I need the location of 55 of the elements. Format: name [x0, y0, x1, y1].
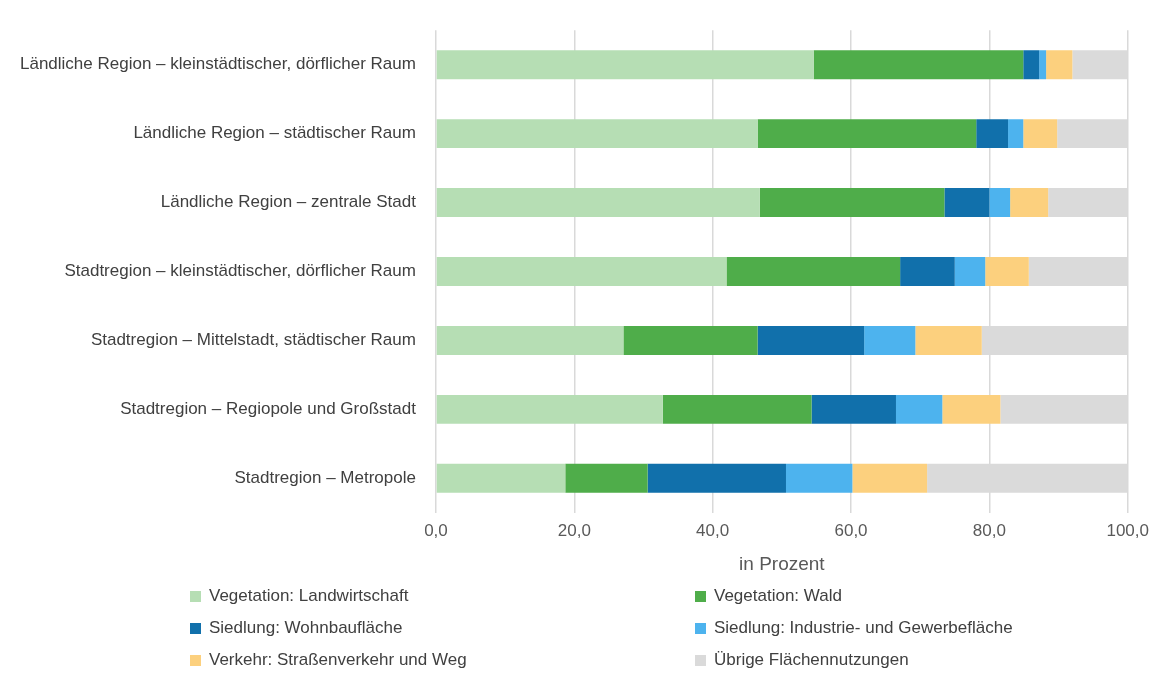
- y-tick-label: Stadtregion – Regiopole und Großstadt: [120, 399, 417, 419]
- bar: [436, 50, 814, 80]
- legend-label: Siedlung: Wohnbaufläche: [209, 618, 403, 638]
- bar: [623, 325, 758, 355]
- x-axis-title: in Prozent: [739, 552, 826, 574]
- bar: [985, 257, 1029, 286]
- bar: [436, 325, 624, 355]
- y-tick-label: Ländliche Region – kleinstädtischer, dörflicher Raum: [19, 54, 416, 74]
- legend-label: Vegetation: Wald: [714, 586, 842, 606]
- bar: [900, 257, 955, 286]
- legend-label: Verkehr: Straßenverkehr und Weg: [209, 650, 467, 670]
- bar: [954, 257, 986, 286]
- bar: [726, 257, 901, 286]
- y-tick-label: Ländliche Region – städtischer Raum: [133, 123, 416, 143]
- x-tick-label: 80,0: [972, 520, 1006, 540]
- bar: [1023, 119, 1058, 149]
- bar: [989, 188, 1011, 218]
- bar: [864, 325, 916, 355]
- x-tick-label: 20,0: [557, 520, 591, 540]
- bar: [759, 188, 945, 218]
- legend-label: Vegetation: Landwirtschaft: [209, 586, 409, 606]
- y-tick-label: Stadtregion – Mittelstadt, städtischer Raum: [90, 330, 416, 350]
- bar: [436, 257, 727, 286]
- bar: [757, 119, 977, 149]
- bar: [915, 325, 982, 355]
- bar: [436, 188, 760, 218]
- bar: [811, 394, 896, 424]
- x-tick-label: 0,0: [424, 520, 448, 540]
- bar: [565, 463, 648, 493]
- x-tick-label: 60,0: [834, 520, 868, 540]
- bar: [1046, 50, 1073, 80]
- y-tick-label: Stadtregion – kleinstädtischer, dörflicher Raum: [64, 261, 416, 281]
- bar: [662, 394, 812, 424]
- bar: [976, 119, 1009, 149]
- bar: [1039, 50, 1047, 80]
- bar: [436, 463, 566, 493]
- bar: [852, 463, 928, 493]
- bar: [785, 463, 853, 493]
- bar: [944, 188, 990, 218]
- bar: [942, 394, 1001, 424]
- x-tick-label: 100,0: [1106, 520, 1149, 540]
- bar: [895, 394, 943, 424]
- legend-label: Übrige Flächennutzungen: [714, 650, 909, 670]
- bar: [813, 50, 1024, 80]
- bar: [647, 463, 786, 493]
- bar: [436, 394, 663, 424]
- bar: [436, 119, 758, 149]
- bar: [1008, 119, 1024, 149]
- x-tick-label: 40,0: [696, 520, 730, 540]
- legend-label: Siedlung: Industrie- und Gewerbefläche: [714, 618, 1013, 638]
- bar: [757, 325, 865, 355]
- y-tick-label: Ländliche Region – zentrale Stadt: [160, 192, 417, 212]
- bar: [1010, 188, 1049, 218]
- bar: [1023, 50, 1040, 80]
- y-tick-label: Stadtregion – Metropole: [234, 468, 416, 488]
